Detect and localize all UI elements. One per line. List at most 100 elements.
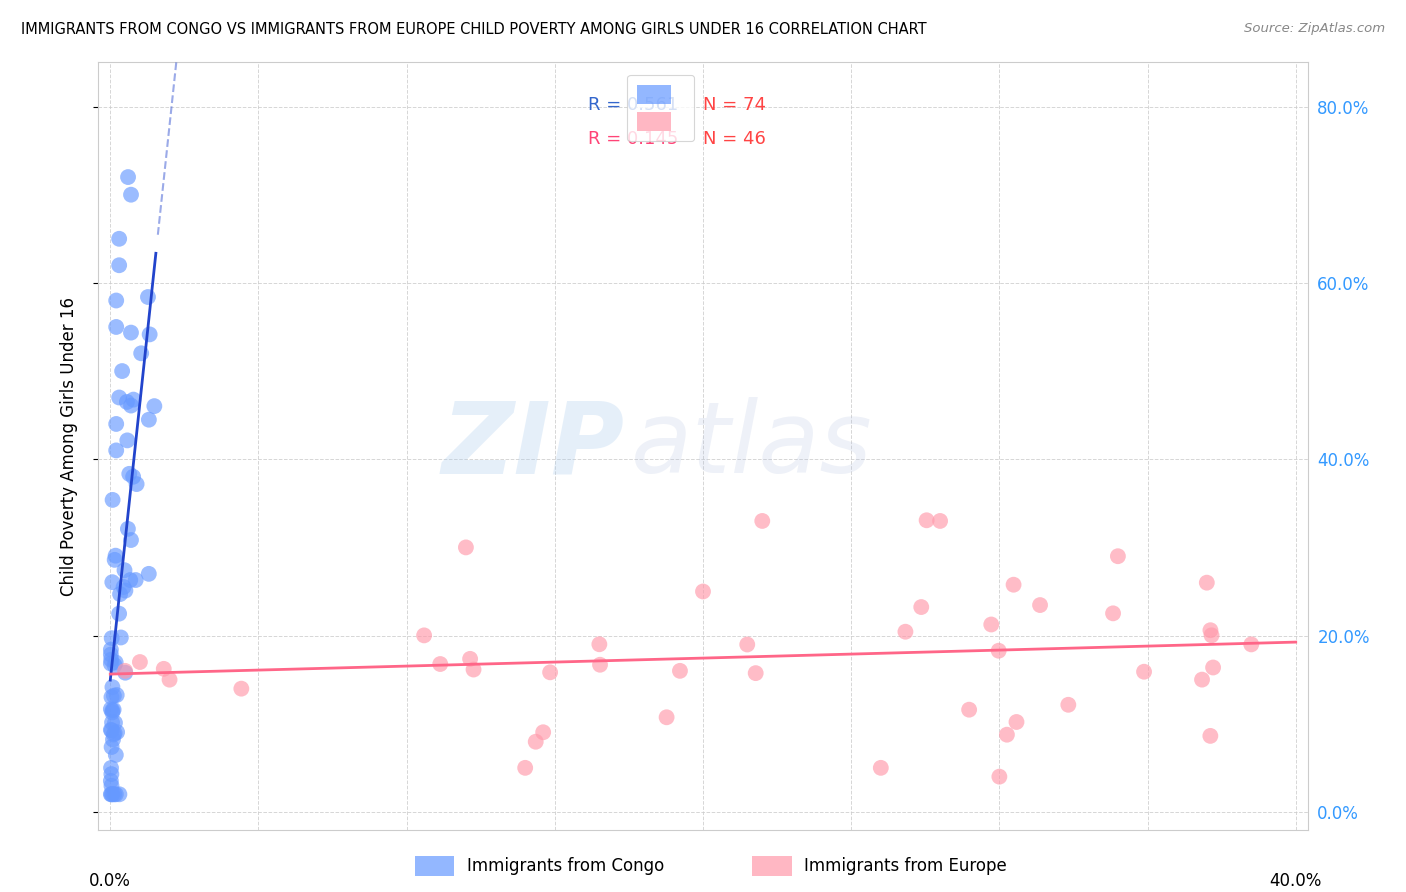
Point bbox=[108, 587, 131, 601]
Point bbox=[100, 690, 122, 705]
Point bbox=[915, 513, 938, 527]
Point bbox=[105, 293, 128, 308]
Point bbox=[100, 642, 122, 657]
Point bbox=[1133, 665, 1156, 679]
Point bbox=[987, 644, 1010, 658]
Point bbox=[100, 648, 122, 662]
Text: atlas: atlas bbox=[630, 398, 872, 494]
Point bbox=[117, 522, 139, 536]
Point bbox=[108, 607, 131, 621]
Point bbox=[588, 637, 610, 651]
Point bbox=[413, 628, 436, 642]
Point bbox=[101, 706, 124, 720]
Point bbox=[120, 187, 142, 202]
Point bbox=[751, 514, 773, 528]
Point bbox=[101, 575, 124, 590]
Point bbox=[104, 656, 127, 670]
Point bbox=[1191, 673, 1213, 687]
Point bbox=[122, 392, 145, 407]
Point bbox=[110, 631, 132, 645]
Point bbox=[1057, 698, 1080, 712]
Point bbox=[114, 664, 136, 678]
Point bbox=[101, 715, 124, 730]
Point bbox=[118, 467, 141, 481]
Point bbox=[894, 624, 917, 639]
Point bbox=[120, 399, 142, 413]
Point bbox=[108, 787, 131, 801]
Point bbox=[112, 580, 135, 594]
Text: Immigrants from Congo: Immigrants from Congo bbox=[467, 857, 664, 875]
Point bbox=[100, 787, 122, 801]
Point bbox=[458, 652, 481, 666]
Point bbox=[104, 747, 127, 762]
Point bbox=[744, 666, 766, 681]
Point bbox=[143, 399, 166, 413]
Point bbox=[136, 290, 159, 304]
Point bbox=[100, 739, 122, 754]
Point bbox=[129, 346, 152, 360]
Y-axis label: Child Poverty Among Girls Under 16: Child Poverty Among Girls Under 16 bbox=[59, 296, 77, 596]
Point bbox=[100, 653, 122, 667]
Point bbox=[1002, 578, 1025, 592]
Point bbox=[105, 443, 128, 458]
Point bbox=[101, 492, 124, 507]
Point bbox=[910, 600, 932, 615]
Point bbox=[929, 514, 952, 528]
Point bbox=[117, 170, 139, 185]
Text: ZIP: ZIP bbox=[441, 398, 624, 494]
Point bbox=[655, 710, 678, 724]
Text: Source: ZipAtlas.com: Source: ZipAtlas.com bbox=[1244, 22, 1385, 36]
Text: 40.0%: 40.0% bbox=[1270, 871, 1322, 889]
Point bbox=[108, 232, 131, 246]
Point bbox=[101, 787, 124, 801]
Point bbox=[114, 665, 136, 680]
Point bbox=[1201, 628, 1223, 642]
Point bbox=[100, 631, 122, 645]
Point bbox=[105, 688, 128, 702]
Point bbox=[669, 664, 692, 678]
Point bbox=[1102, 607, 1125, 621]
Text: R = 0.561: R = 0.561 bbox=[588, 95, 678, 113]
Point bbox=[100, 773, 122, 788]
Point bbox=[101, 680, 124, 694]
Point bbox=[115, 395, 138, 409]
Point bbox=[995, 728, 1018, 742]
Point bbox=[124, 573, 146, 587]
Point bbox=[114, 563, 136, 577]
Point bbox=[100, 767, 122, 781]
Point bbox=[988, 770, 1011, 784]
Point bbox=[122, 469, 145, 483]
Point bbox=[101, 732, 124, 747]
Text: N = 46: N = 46 bbox=[703, 130, 766, 148]
Point bbox=[105, 725, 128, 739]
Point bbox=[111, 364, 134, 378]
Point bbox=[1199, 729, 1222, 743]
Point bbox=[104, 549, 127, 563]
Point bbox=[531, 725, 554, 739]
Point bbox=[463, 663, 485, 677]
Point bbox=[100, 723, 122, 737]
Point bbox=[100, 657, 122, 671]
Point bbox=[735, 638, 758, 652]
Point bbox=[524, 735, 547, 749]
Point bbox=[138, 327, 160, 342]
Point bbox=[1029, 598, 1052, 612]
Point bbox=[120, 573, 142, 587]
Point bbox=[104, 787, 127, 801]
Point bbox=[100, 779, 122, 793]
Text: IMMIGRANTS FROM CONGO VS IMMIGRANTS FROM EUROPE CHILD POVERTY AMONG GIRLS UNDER : IMMIGRANTS FROM CONGO VS IMMIGRANTS FROM… bbox=[21, 22, 927, 37]
Point bbox=[1195, 575, 1218, 590]
Point bbox=[589, 657, 612, 672]
Point bbox=[125, 477, 148, 491]
Text: 0.0%: 0.0% bbox=[90, 871, 131, 889]
Point bbox=[114, 583, 136, 598]
Point bbox=[692, 584, 714, 599]
Point bbox=[1199, 624, 1222, 638]
Point bbox=[103, 727, 125, 741]
Point bbox=[429, 657, 451, 671]
Point bbox=[957, 703, 980, 717]
Point bbox=[100, 761, 122, 775]
Point bbox=[538, 665, 561, 680]
Point bbox=[138, 566, 160, 581]
Point bbox=[103, 658, 125, 673]
